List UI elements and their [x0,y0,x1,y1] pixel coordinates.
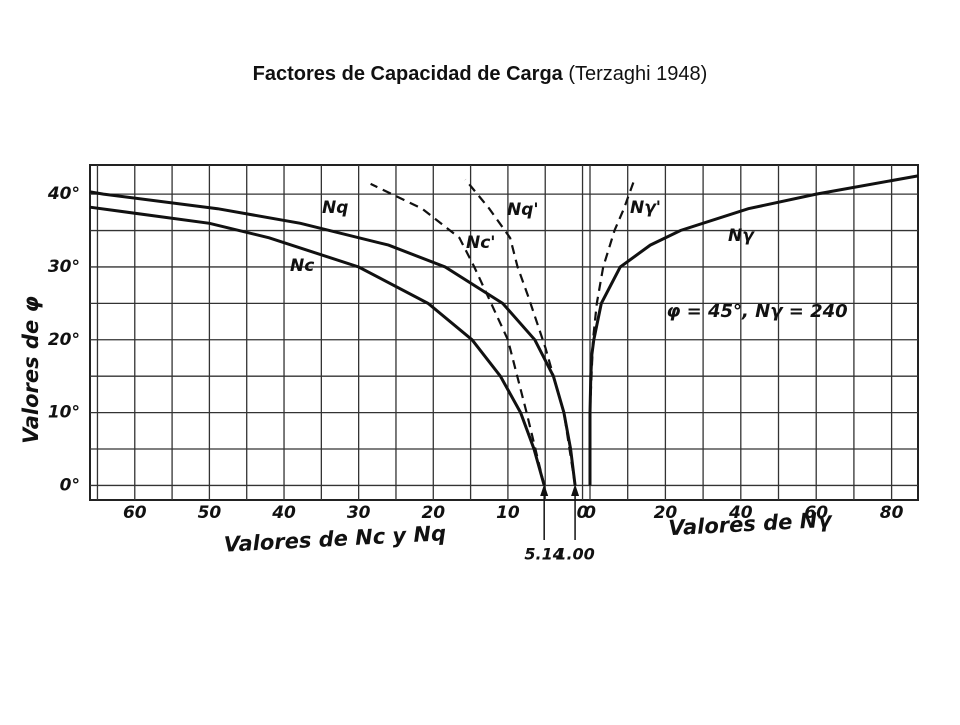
x-tick-label: 20 [654,503,678,523]
x-tick-label: 30 [347,503,371,523]
curve-label: Nc [290,256,314,276]
curve-label: Nc' [466,233,496,253]
chart-subtitle: (Terzaghi 1948) [568,63,707,85]
y-tick-label: 40° [47,184,80,204]
annotation: 5.14 [524,545,563,564]
plot-frame [89,164,919,501]
curve-label: Nq' [507,200,539,220]
x-tick-label: 60 [123,503,147,523]
x-tick-label: 50 [198,503,222,523]
y-tick-label: 30° [48,257,80,277]
x-axis-label: Valores de Nc y Nq [223,521,446,557]
x-tick-label: 40 [728,503,753,523]
chart-title-group: Factores de Capacidad de Carga (Terzaghi… [253,63,708,85]
curve-label: Nγ' [630,198,661,218]
x-tick-label: 80 [880,503,904,523]
x-tick-label: 60 [804,503,828,523]
y-tick-label: 10° [48,403,80,423]
x-tick-label: 20 [421,503,445,523]
x-tick-label: 0 [584,503,596,523]
annotation: φ = 45°, Nγ = 240 [666,301,847,322]
curve [588,174,919,486]
x-tick-label: 0 [577,503,589,523]
annotation-arrowhead [571,484,580,496]
x-axis-label: Valores de Nγ [668,508,834,541]
x-tick-label: 10 [496,503,520,523]
x-tick-label: 40 [271,503,296,523]
curve [464,178,577,486]
y-tick-label: 20° [48,330,80,350]
annotation-arrowhead [540,484,549,496]
curve [89,190,577,486]
y-axis-label: Valores de φ [19,296,43,444]
curve [588,177,637,486]
curve-label: Nq [322,198,348,218]
curve-label: Nγ [728,226,755,246]
curve [89,205,546,486]
annotation: 1.00 [555,545,594,564]
curve [370,182,546,486]
chart-title: Factores de Capacidad de Carga [253,63,564,85]
y-tick-label: 0° [60,475,80,495]
